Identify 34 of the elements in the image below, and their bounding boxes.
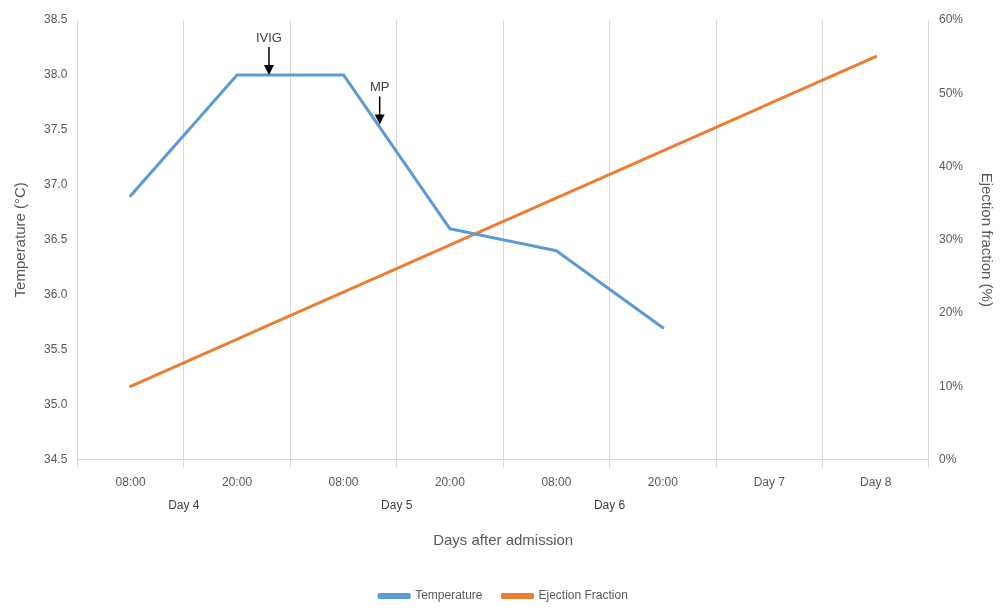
x-tick-label: 08:00 <box>328 475 359 490</box>
x-tick-label: 08:00 <box>541 475 572 490</box>
y-tick-label: 36.5 <box>44 232 68 247</box>
x-tick-label: 20:00 <box>647 475 679 490</box>
y2-tick-label: 40% <box>938 158 964 173</box>
annotation: IVIG <box>255 30 282 46</box>
x-axis-title: Days after admission <box>433 531 574 549</box>
text: Day 6 <box>593 497 626 512</box>
y2-axis-title: Ejection fraction (%) <box>978 172 996 307</box>
y2-tick-label: 20% <box>938 305 964 320</box>
x-tick-label: 20:00 <box>434 475 466 490</box>
legend-label: Temperature <box>415 588 483 603</box>
y2-tick-label: 30% <box>938 232 964 247</box>
y-tick-label: 37.0 <box>44 177 68 192</box>
y-tick-label: 38.0 <box>44 67 68 82</box>
y-tick-label: 37.5 <box>44 122 68 137</box>
y2-tick-label: 50% <box>938 85 964 100</box>
text: Day 4 <box>168 497 200 512</box>
y-tick-label: 35.0 <box>44 396 68 411</box>
text: Day 5 <box>381 497 413 512</box>
x-tick-label: Day 8 <box>860 475 892 490</box>
x-tick-label: 08:00 <box>115 475 146 490</box>
y2-tick-label: 10% <box>938 378 964 393</box>
x-tick-label: Day 7 <box>753 475 786 490</box>
y-tick-label: 38.5 <box>44 12 68 27</box>
annotation: MP <box>369 79 390 95</box>
y2-tick-label: 0% <box>938 451 957 466</box>
y2-tick-label: 60% <box>938 12 964 27</box>
y-tick-label: 34.5 <box>44 451 68 466</box>
x-tick-label: 20:00 <box>222 475 253 490</box>
legend-label: Ejection Fraction <box>538 588 628 603</box>
y-tick-label: 36.0 <box>44 287 68 302</box>
y-axis-title: Temperature (°C) <box>11 182 29 298</box>
y-tick-label: 35.5 <box>44 342 68 357</box>
